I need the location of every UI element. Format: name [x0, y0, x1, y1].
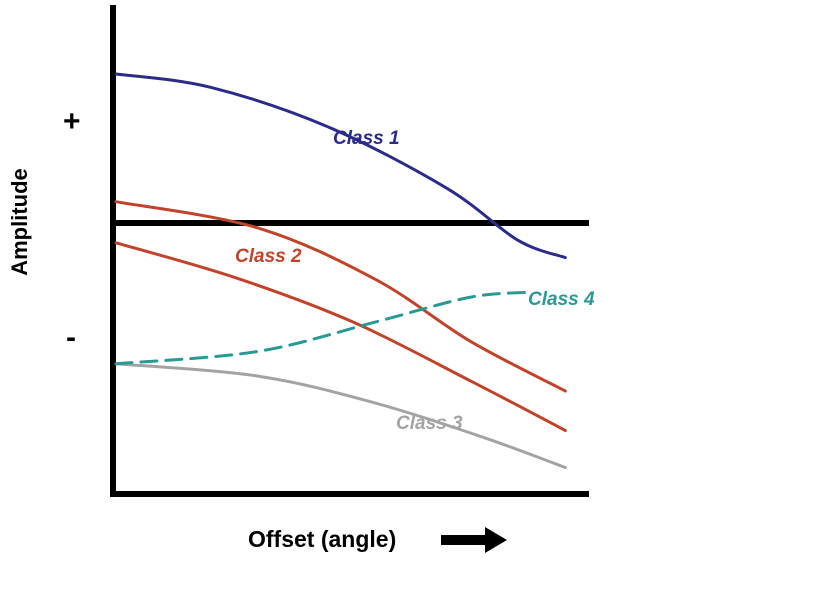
series-layer — [114, 72, 567, 469]
series-line-class-2-1 — [114, 200, 567, 393]
y-positive-label: + — [63, 105, 81, 138]
series-line-class-3-3 — [114, 362, 567, 469]
series-label-class1: Class 1 — [333, 128, 400, 149]
series-line-class-1-0 — [114, 72, 567, 260]
x-axis-label: Offset (angle) — [248, 526, 396, 552]
y-negative-label: - — [66, 321, 76, 354]
series-line-class-4-4 — [114, 290, 534, 366]
y-axis-label: Amplitude — [7, 168, 32, 276]
series-label-class2: Class 2 — [235, 246, 302, 267]
arrow-right-icon — [441, 527, 507, 553]
series-label-class3: Class 3 — [396, 413, 463, 434]
series-line-class-2-2 — [114, 241, 567, 432]
series-label-class4: Class 4 — [528, 289, 595, 310]
